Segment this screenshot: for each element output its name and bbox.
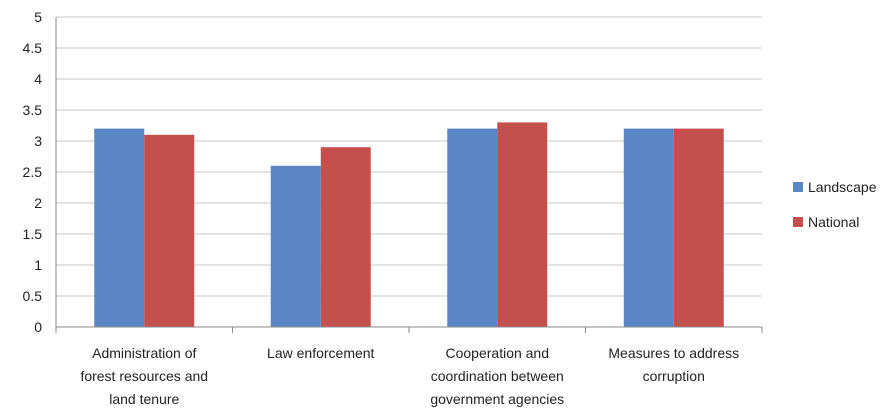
bar-national	[497, 122, 548, 328]
legend-label-landscape: Landscape	[808, 179, 877, 195]
bar-national	[320, 147, 371, 327]
bar-landscape	[94, 128, 145, 327]
legend-label-national: National	[808, 214, 859, 230]
bar-landscape	[270, 165, 321, 327]
x-category-label: coordination between	[431, 368, 564, 384]
x-category-label: Law enforcement	[267, 345, 375, 361]
legend-swatch-landscape	[793, 182, 803, 192]
x-category-label: government agencies	[430, 391, 564, 407]
x-category-label: Administration of	[92, 345, 196, 361]
y-tick-label: 5	[34, 9, 42, 25]
x-category-label: corruption	[643, 368, 705, 384]
legend: Landscape National	[793, 179, 877, 230]
y-tick-label: 1	[34, 257, 42, 273]
y-tick-label: 3	[34, 133, 42, 149]
axes	[55, 17, 763, 333]
bar-landscape	[447, 128, 498, 327]
x-axis-category-labels: Administration of forest resources and lan…	[80, 345, 739, 407]
y-tick-label: 4	[34, 71, 42, 87]
legend-swatch-national	[793, 217, 803, 227]
y-tick-label: 0.5	[23, 288, 43, 304]
x-category-label: Cooperation and	[445, 345, 549, 361]
bar-landscape	[623, 128, 674, 327]
y-tick-label: 2	[34, 195, 42, 211]
x-category-label: land tenure	[109, 391, 179, 407]
y-tick-label: 1.5	[23, 226, 43, 242]
y-tick-label: 0	[34, 319, 42, 335]
x-category-label: Measures to address	[608, 345, 739, 361]
bar-national	[144, 134, 195, 327]
y-axis-tick-labels: 0 0.5 1 1.5 2 2.5 3 3.5 4 4.5 5	[23, 9, 43, 335]
x-category-label: forest resources and	[80, 368, 208, 384]
y-tick-label: 3.5	[23, 102, 43, 118]
y-tick-label: 2.5	[23, 164, 43, 180]
y-tick-label: 4.5	[23, 40, 43, 56]
bar-national	[673, 128, 724, 327]
bars	[94, 122, 724, 328]
